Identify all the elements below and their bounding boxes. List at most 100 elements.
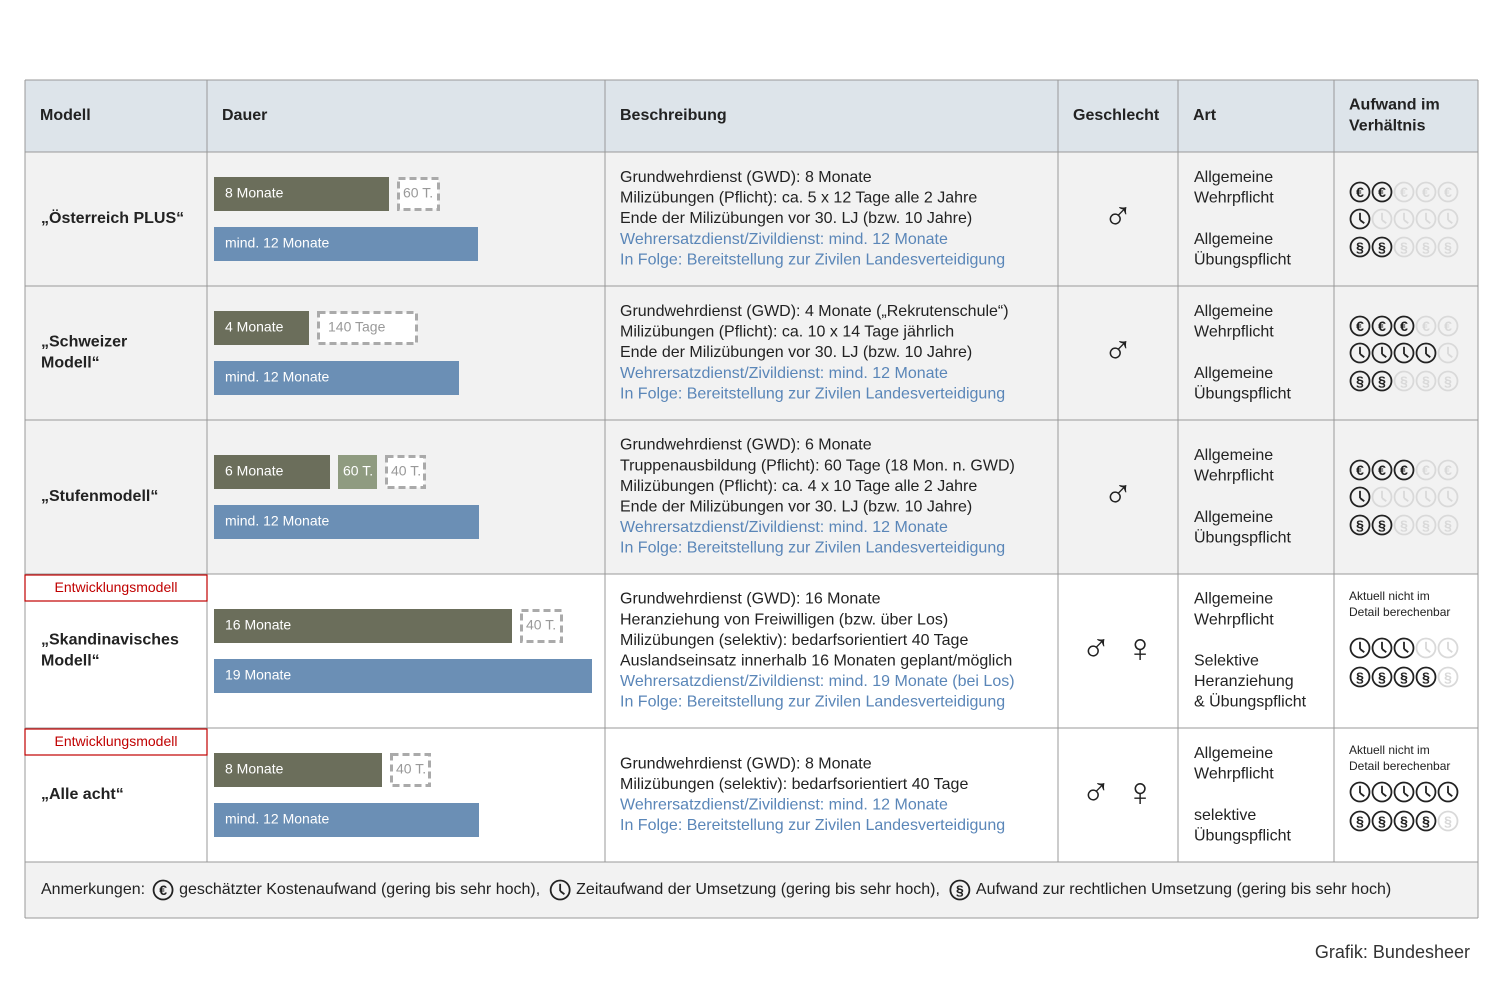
- icon-circle: [1437, 370, 1459, 392]
- icon-circle: [1437, 514, 1459, 536]
- bar-label: 8 Monate: [225, 761, 284, 777]
- icon-circle: [1371, 208, 1393, 230]
- legal-icon: §: [1393, 514, 1415, 536]
- bar-dashed: [317, 311, 418, 345]
- time-icon: [1415, 342, 1437, 364]
- art-line: Übungspflicht: [1194, 384, 1292, 402]
- icon-circle: [1349, 810, 1371, 832]
- icon-circle: [1437, 315, 1459, 337]
- legal-icon: §: [1393, 370, 1415, 392]
- legal-symbol: §: [1400, 518, 1408, 534]
- legal-symbol: §: [1356, 518, 1364, 534]
- model-name: Modell“: [41, 653, 100, 670]
- cost-symbol: €: [1422, 185, 1430, 201]
- time-icon: [1371, 637, 1393, 659]
- time-icon: [1393, 781, 1415, 803]
- cost-icon: €: [1437, 181, 1459, 203]
- time-icon: [1437, 342, 1459, 364]
- cost-symbol: €: [1356, 463, 1364, 479]
- time-icon: [1415, 781, 1437, 803]
- cost-icon: €: [1415, 315, 1437, 337]
- icon-circle: [1371, 342, 1393, 364]
- bar-dashed: [520, 609, 563, 643]
- note: Aktuell nicht im: [1349, 743, 1430, 757]
- alternative-line: Wehrersatzdienst/Zivildienst: mind. 12 M…: [620, 365, 948, 382]
- bar-label: 40 T.: [526, 617, 556, 633]
- legal-icon: §: [1371, 370, 1393, 392]
- icon-circle: [1393, 315, 1415, 337]
- art-line: Selektive: [1194, 653, 1259, 670]
- bar-label: 60 T.: [343, 463, 373, 479]
- legal-symbol: §: [1400, 240, 1408, 256]
- cost-symbol: €: [1444, 463, 1452, 479]
- bar: [214, 609, 512, 643]
- bar: [214, 753, 382, 787]
- cost-icon: €: [1437, 315, 1459, 337]
- legal-icon: §: [1371, 666, 1393, 688]
- bar-label: mind. 12 Monate: [225, 811, 329, 827]
- clock-hand: [1425, 219, 1431, 224]
- cost-icon: €: [1437, 459, 1459, 481]
- legal-symbol: §: [1400, 670, 1408, 686]
- bar-dashed: [385, 455, 426, 489]
- icon-circle: [1437, 459, 1459, 481]
- icon-circle: [1371, 370, 1393, 392]
- icon-circle: [1437, 666, 1459, 688]
- legal-icon: §: [1371, 236, 1393, 258]
- alternative-line: Wehrersatzdienst/Zivildienst: mind. 12 M…: [620, 519, 948, 536]
- legal-icon: §: [1437, 666, 1459, 688]
- icon-circle: [1415, 781, 1437, 803]
- legal-icon: §: [1415, 514, 1437, 536]
- icon-circle: [1349, 315, 1371, 337]
- icon-circle: [1371, 315, 1393, 337]
- bar: [214, 455, 330, 489]
- legend-text: Aufwand zur rechtlichen Umsetzung (gerin…: [976, 881, 1391, 898]
- source: Grafik: Bundesheer: [1315, 942, 1470, 962]
- cost-symbol: €: [1378, 185, 1386, 201]
- bar-civil: [214, 659, 592, 693]
- art-line: Allgemeine: [1194, 303, 1273, 320]
- art-line: & Übungspflicht: [1194, 693, 1307, 711]
- alternative-line: In Folge: Bereitstellung zur Zivilen Lan…: [620, 817, 1005, 834]
- time-icon: [1371, 486, 1393, 508]
- bar: [214, 177, 389, 211]
- icon-circle: [1393, 514, 1415, 536]
- cost-icon: €: [1393, 459, 1415, 481]
- icon-circle: [1415, 236, 1437, 258]
- icon-circle: [1349, 208, 1371, 230]
- art-line: Allgemeine: [1194, 745, 1273, 762]
- icon-circle: [1349, 181, 1371, 203]
- icon-circle: [1371, 666, 1393, 688]
- time-icon: [1393, 637, 1415, 659]
- clock-hand: [1381, 353, 1387, 358]
- time-icon: [1437, 637, 1459, 659]
- legal-icon: §: [1371, 810, 1393, 832]
- legal-icon: §: [1437, 370, 1459, 392]
- icon-circle: [1393, 236, 1415, 258]
- row-background: [25, 574, 1478, 728]
- column-header: Modell: [40, 107, 91, 124]
- clock-hand: [1359, 792, 1365, 797]
- legal-symbol: §: [1378, 518, 1386, 534]
- clock-hand: [1359, 648, 1365, 653]
- description-line: Grundwehrdienst (GWD): 8 Monate: [620, 755, 872, 772]
- legal-symbol: §: [1444, 814, 1452, 830]
- art-line: Übungspflicht: [1194, 528, 1292, 546]
- description-line: Milizübungen (Pflicht): ca. 4 x 10 Tage …: [620, 478, 977, 495]
- icon-circle: [1371, 236, 1393, 258]
- time-icon: [1371, 342, 1393, 364]
- time-icon: [1371, 208, 1393, 230]
- legal-symbol: §: [956, 883, 964, 899]
- legend-text: geschätzter Kostenaufwand (gering bis se…: [179, 881, 540, 898]
- alternative-line: In Folge: Bereitstellung zur Zivilen Lan…: [620, 540, 1005, 557]
- description-line: Heranziehung von Freiwilligen (bzw. über…: [620, 611, 948, 628]
- legal-icon: §: [1349, 514, 1371, 536]
- clock-hand: [559, 890, 565, 895]
- bar-label: 60 T.: [403, 185, 433, 201]
- bar-label: 140 Tage: [328, 319, 386, 335]
- legal-icon: §: [1415, 236, 1437, 258]
- icon-circle: [1393, 459, 1415, 481]
- legal-symbol: §: [1444, 374, 1452, 390]
- icon-circle: [1415, 666, 1437, 688]
- tag: Entwicklungsmodell: [55, 579, 178, 595]
